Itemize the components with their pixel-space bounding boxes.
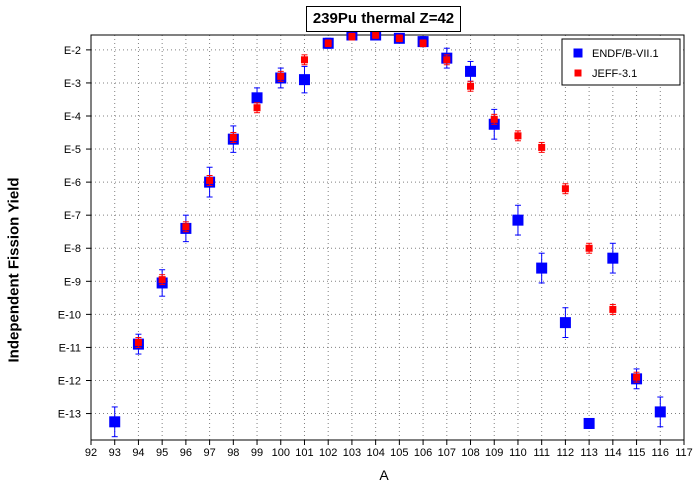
x-tick-label: 95 — [156, 447, 168, 459]
x-tick-label: 93 — [109, 447, 121, 459]
data-point — [395, 34, 403, 42]
plot-area — [91, 35, 684, 440]
data-point — [251, 92, 263, 104]
x-tick-label: 105 — [390, 447, 408, 459]
data-point — [465, 65, 477, 77]
data-point — [609, 305, 617, 313]
data-point — [372, 31, 380, 39]
legend-label: JEFF-3.1 — [592, 68, 637, 80]
x-tick-label: 98 — [227, 447, 239, 459]
x-axis-label: A — [379, 467, 389, 483]
x-tick-label: 115 — [628, 447, 646, 459]
x-tick-label: 97 — [203, 447, 215, 459]
data-point — [654, 406, 666, 418]
x-tick-label: 114 — [604, 447, 622, 459]
data-point — [633, 373, 641, 381]
y-tick-label: E-9 — [64, 276, 81, 288]
x-tick-label: 104 — [366, 447, 384, 459]
data-point — [229, 133, 237, 141]
x-tick-label: 106 — [414, 447, 432, 459]
legend-label: ENDF/B-VII.1 — [592, 48, 659, 60]
y-tick-label: E-12 — [58, 375, 81, 387]
data-point — [512, 214, 524, 226]
x-tick-label: 102 — [319, 447, 337, 459]
legend-box — [561, 38, 681, 86]
data-point — [324, 39, 332, 47]
x-tick-label: 116 — [652, 447, 670, 459]
x-tick-label: 113 — [580, 447, 598, 459]
data-point — [277, 72, 285, 80]
data-point — [134, 338, 142, 346]
x-tick-label: 103 — [343, 447, 361, 459]
data-point — [158, 276, 166, 284]
y-tick-label: E-13 — [58, 409, 81, 421]
data-point — [536, 262, 548, 274]
x-tick-label: 108 — [461, 447, 479, 459]
plot-frame — [90, 34, 685, 441]
data-point — [182, 223, 190, 231]
y-axis-label: Independent Fission Yield — [5, 177, 23, 363]
x-tick-label: 107 — [438, 447, 456, 459]
y-tick-label: E-5 — [64, 144, 81, 156]
data-point — [467, 82, 475, 90]
x-tick-label: 111 — [533, 447, 550, 459]
data-point — [559, 317, 571, 329]
data-point — [300, 56, 308, 64]
data-point — [561, 185, 569, 193]
data-point — [514, 132, 522, 140]
y-tick-label: E-11 — [59, 342, 81, 354]
data-point — [538, 143, 546, 151]
y-tick-label: E-7 — [64, 210, 81, 222]
data-point — [607, 252, 619, 264]
legend-marker — [573, 48, 583, 58]
data-point — [206, 176, 214, 184]
y-tick-label: E-4 — [64, 111, 81, 123]
chart-title: 239Pu thermal Z=42 — [306, 6, 461, 32]
y-tick-label: E-8 — [64, 243, 81, 255]
x-tick-label: 94 — [132, 447, 144, 459]
data-point — [298, 74, 310, 86]
y-tick-label: E-10 — [58, 309, 81, 321]
data-point — [419, 39, 427, 47]
x-tick-label: 112 — [557, 447, 575, 459]
legend: ENDF/B-VII.1 JEFF-3.1 — [561, 38, 681, 86]
data-point — [583, 417, 595, 429]
data-point — [443, 56, 451, 64]
x-tick-label: 101 — [295, 447, 313, 459]
data-point — [253, 104, 261, 112]
data-point — [490, 115, 498, 123]
x-tick-label: 117 — [675, 447, 693, 459]
y-tick-label: E-6 — [64, 177, 81, 189]
x-tick-label: 110 — [509, 447, 527, 459]
x-tick-label: 96 — [180, 447, 192, 459]
legend-marker — [574, 69, 582, 77]
y-tick-label: E-2 — [64, 45, 81, 57]
series-jeff — [134, 31, 641, 383]
y-tick-label: E-3 — [64, 78, 81, 90]
data-point — [348, 33, 356, 41]
x-tick-label: 109 — [485, 447, 503, 459]
data-point — [585, 244, 593, 252]
x-tick-label: 99 — [251, 447, 263, 459]
x-tick-label: 100 — [272, 447, 290, 459]
data-point — [109, 416, 121, 428]
x-tick-label: 92 — [85, 447, 97, 459]
